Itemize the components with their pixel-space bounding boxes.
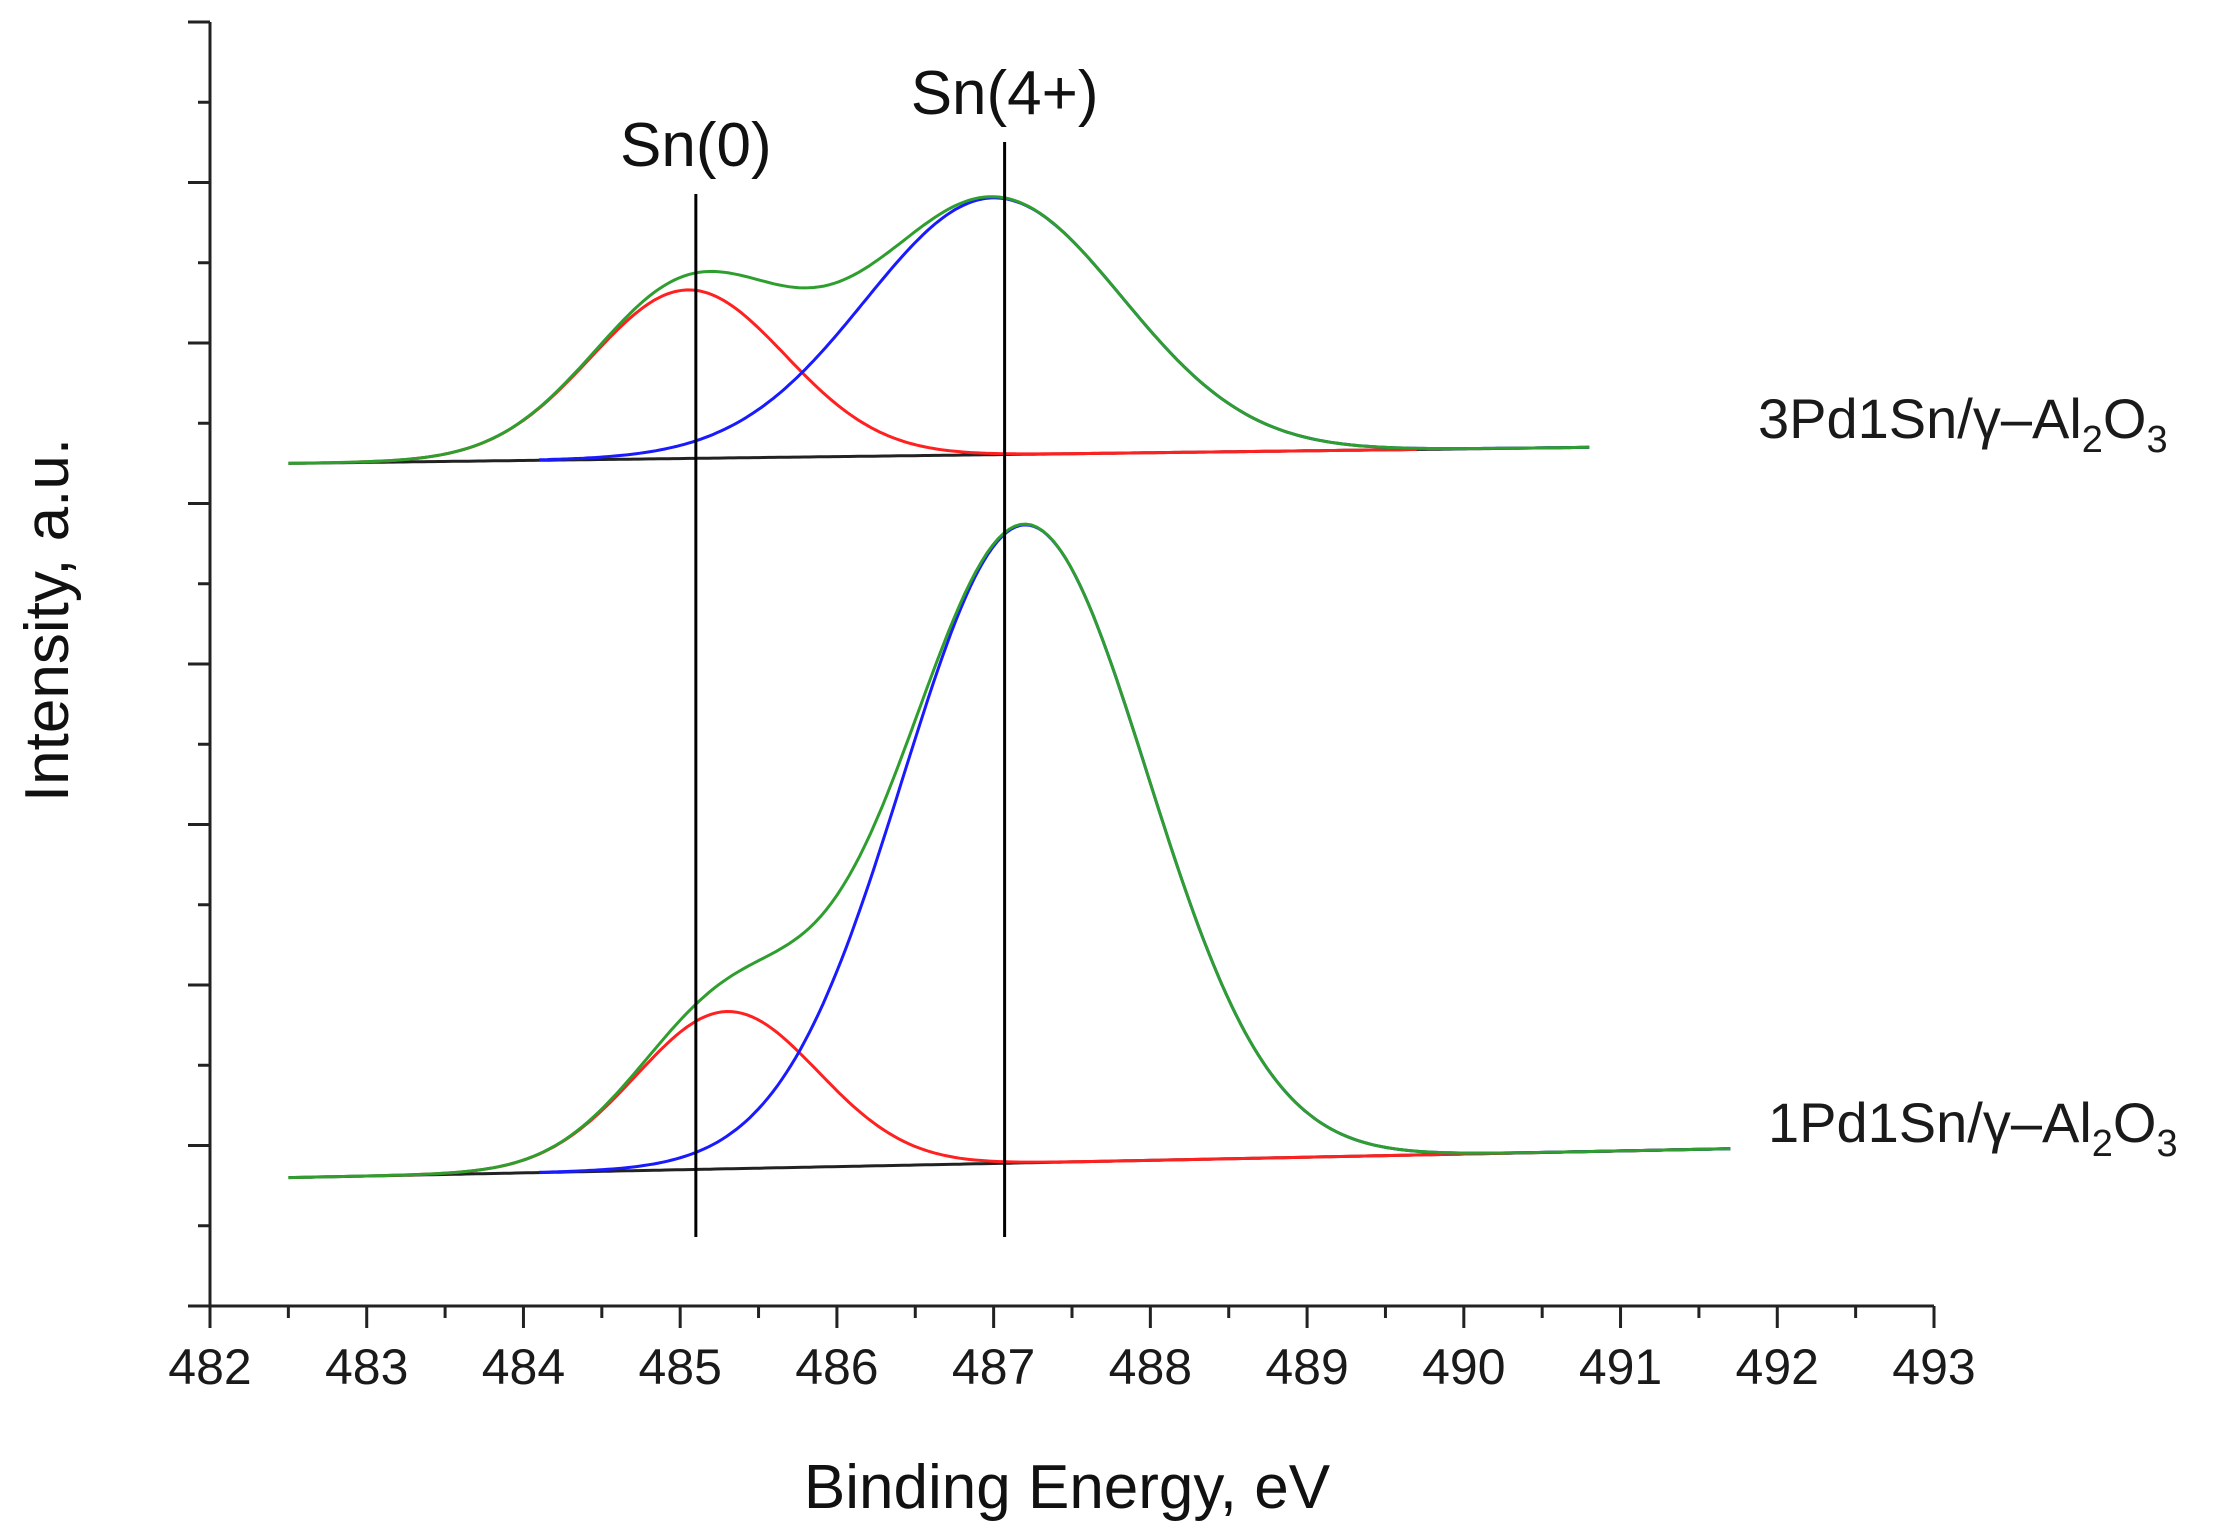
envelope-line bbox=[288, 195, 1590, 465]
label-text: O bbox=[2113, 1091, 2157, 1154]
sample-curves bbox=[288, 195, 1590, 465]
annotation-markers: Sn(0) Sn(4+) bbox=[620, 59, 1099, 1237]
label-subscript: 3 bbox=[2156, 1123, 2177, 1165]
label-subscript: 3 bbox=[2146, 419, 2167, 461]
label-subscript: 2 bbox=[2082, 419, 2103, 461]
x-tick-label: 490 bbox=[1422, 1339, 1505, 1395]
peak-annotation: Sn(0) bbox=[620, 111, 772, 180]
x-tick-label: 482 bbox=[168, 1339, 251, 1395]
sample-label: 3Pd1Sn/γ–Al2O3 bbox=[1758, 387, 2168, 461]
x-tick-label: 483 bbox=[325, 1339, 408, 1395]
x-tick-label: 485 bbox=[638, 1339, 721, 1395]
label-subscript: 2 bbox=[2092, 1123, 2113, 1165]
x-tick-label: 484 bbox=[482, 1339, 565, 1395]
label-text: O bbox=[2103, 387, 2147, 450]
axes: 482 483 484 485 486 487 488 489 490 491 492 493 bbox=[168, 20, 1976, 1395]
labels: Binding Energy, eV Intensity, a.u. 3Pd1S… bbox=[13, 387, 2178, 1522]
x-tick-label: 489 bbox=[1265, 1339, 1348, 1395]
sn0-component-line bbox=[351, 288, 1417, 464]
sn0-component-line bbox=[382, 1009, 1699, 1178]
x-tick-label: 488 bbox=[1109, 1339, 1192, 1395]
curves bbox=[288, 195, 1731, 1180]
sample-curves bbox=[288, 522, 1731, 1180]
sn4-component-line bbox=[539, 523, 1731, 1174]
sample-label: 1Pd1Sn/γ–Al2O3 bbox=[1768, 1091, 2178, 1165]
peak-annotation: Sn(4+) bbox=[911, 59, 1099, 128]
y-axis-title: Intensity, a.u. bbox=[13, 438, 82, 802]
label-text: 1Pd1Sn/γ–Al bbox=[1768, 1091, 2092, 1154]
x-tick-label: 491 bbox=[1579, 1339, 1662, 1395]
x-axis-title: Binding Energy, eV bbox=[804, 1453, 1331, 1522]
envelope-line bbox=[288, 522, 1731, 1180]
x-tick-label: 492 bbox=[1736, 1339, 1819, 1395]
x-tick-label: 486 bbox=[795, 1339, 878, 1395]
x-tick-label: 487 bbox=[952, 1339, 1035, 1395]
label-text: 3Pd1Sn/γ–Al bbox=[1758, 387, 2082, 450]
x-tick-label: 493 bbox=[1892, 1339, 1975, 1395]
